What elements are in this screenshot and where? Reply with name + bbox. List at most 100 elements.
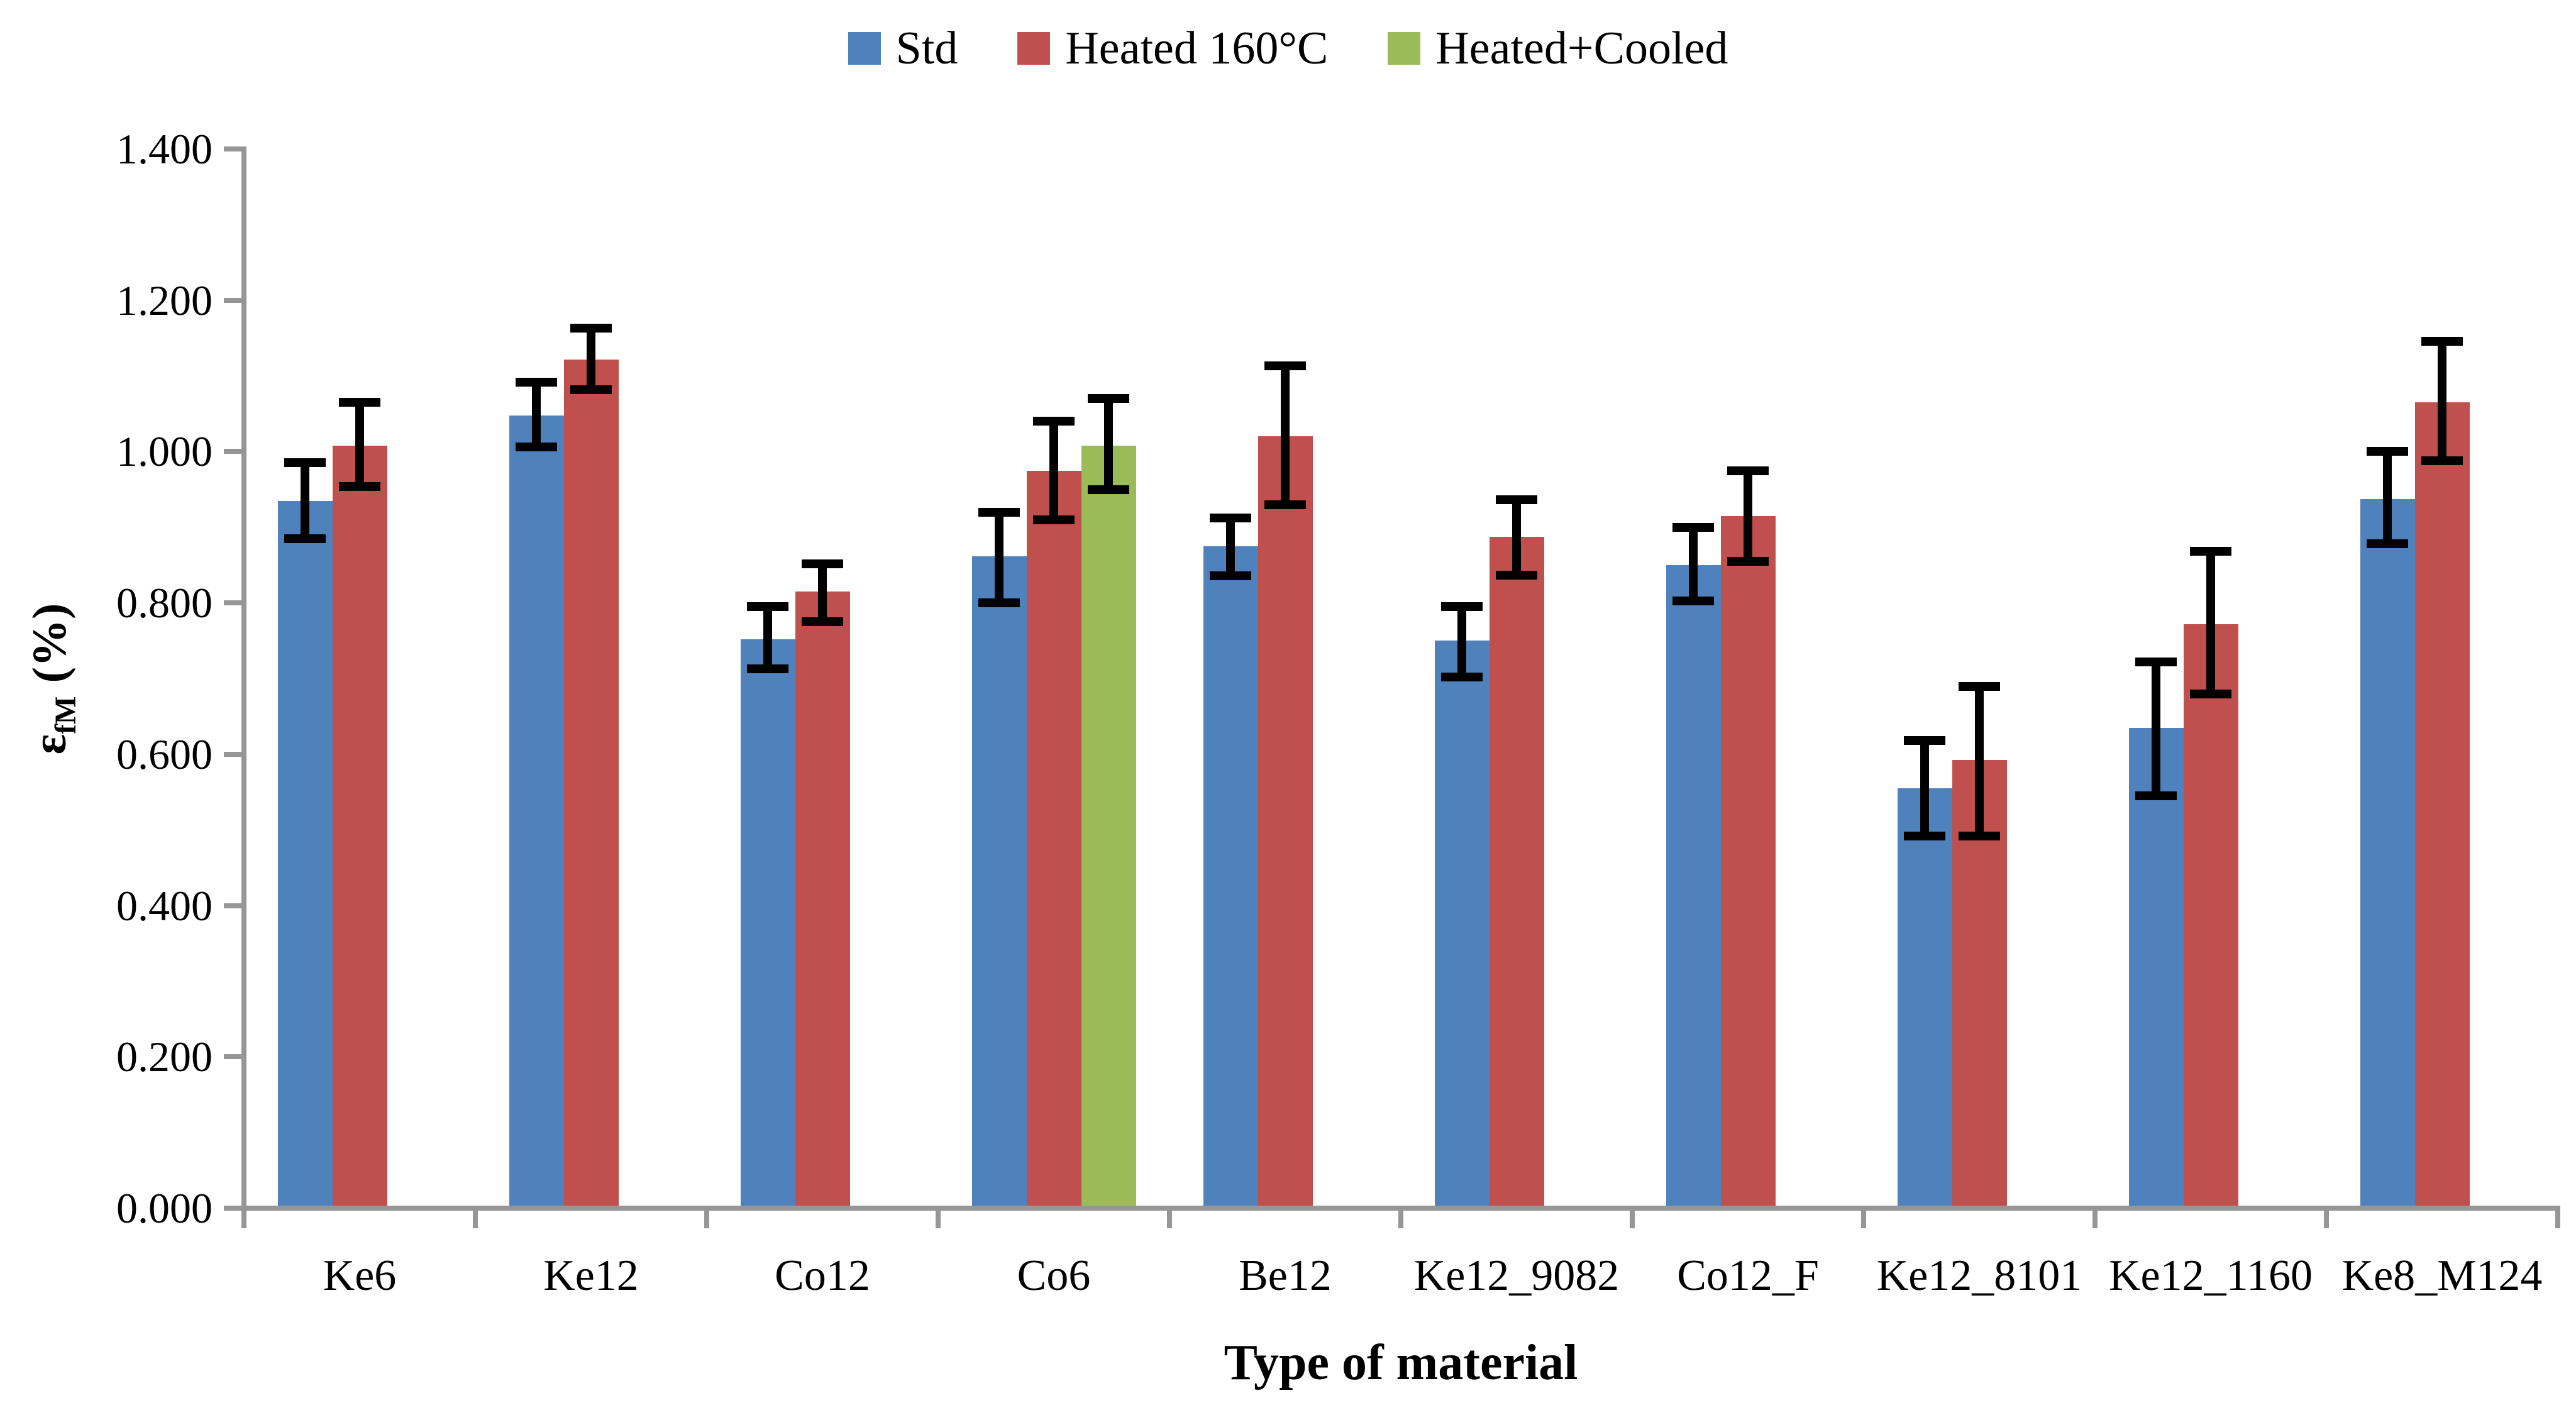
error-bar-std-be12 — [1226, 518, 1235, 576]
error-bar-std-co12 — [763, 607, 772, 669]
x-tick-label-co6: Co6 — [1017, 1252, 1091, 1300]
error-bar-heated-160-c-co12 — [818, 563, 827, 622]
x-tick-label-ke12: Ke12 — [543, 1252, 639, 1300]
y-axis-line — [241, 146, 246, 1211]
error-bar-heated-160-c-ke12-9082-cap-bottom — [1496, 570, 1537, 580]
x-tick-label-ke12-9082: Ke12_9082 — [1413, 1252, 1620, 1300]
error-bar-std-co12-f-cap-top — [1672, 522, 1714, 532]
error-bar-std-ke12-9082-cap-bottom — [1441, 673, 1483, 682]
error-bar-heated-160-c-co12-f — [1744, 470, 1752, 561]
y-tick — [224, 1054, 244, 1060]
error-bar-heated-160-c-ke8-m124-cap-top — [2421, 336, 2463, 346]
x-tick-label-ke12-8101: Ke12_8101 — [1876, 1252, 2082, 1300]
bar-std-ke8-m124 — [2360, 499, 2415, 1208]
bar-std-ke12-8101 — [1897, 788, 1952, 1208]
error-bar-std-ke12-9082-cap-top — [1441, 602, 1483, 612]
error-bar-std-ke12-1160-cap-bottom — [2135, 791, 2177, 801]
error-bar-heated-160-c-ke8-m124 — [2438, 341, 2446, 461]
bar-heated-160-c-ke6 — [332, 445, 387, 1208]
y-tick — [224, 903, 244, 908]
error-bar-heated-160-c-co6-cap-top — [1033, 417, 1075, 426]
x-tick — [1861, 1208, 1866, 1228]
bar-heated-160-c-ke12 — [563, 359, 619, 1208]
error-bar-std-ke6-cap-bottom — [284, 534, 326, 543]
x-tick — [2324, 1208, 2329, 1228]
y-tick-label-1.200: 1.200 — [116, 276, 213, 324]
y-axis-title-subscript: fM — [50, 696, 83, 734]
error-bar-heated-160-c-be12 — [1281, 366, 1290, 505]
error-bar-heated-160-c-ke6-cap-bottom — [339, 482, 380, 491]
error-bar-heated-160-c-ke12-8101 — [1975, 686, 1984, 836]
error-bar-heated-160-c-ke12-1160-cap-bottom — [2190, 689, 2231, 698]
error-bar-std-ke8-m124-cap-bottom — [2367, 539, 2408, 549]
bar-heated-160-c-co6 — [1026, 470, 1081, 1208]
error-bar-std-co6 — [995, 512, 1003, 603]
y-tick-label-0.000: 0.000 — [116, 1184, 213, 1232]
error-bar-heated-160-c-ke12-cap-top — [570, 324, 612, 333]
error-bar-heated-160-c-ke6-cap-top — [339, 398, 380, 407]
error-bar-std-co6-cap-bottom — [978, 598, 1020, 608]
y-tick-label-0.200: 0.200 — [116, 1033, 213, 1081]
bar-heated-cooled-co6 — [1081, 445, 1136, 1208]
bar-heated-160-c-ke12-9082 — [1489, 537, 1544, 1208]
x-axis-title: Type of material — [1224, 1335, 1578, 1390]
error-bar-std-ke12-1160 — [2152, 662, 2160, 796]
x-tick-label-ke8-m124: Ke8_M124 — [2341, 1252, 2543, 1300]
x-tick — [936, 1208, 941, 1228]
error-bar-heated-160-c-ke12-8101-cap-top — [1959, 681, 2000, 691]
x-tick-label-co12-f: Co12_F — [1677, 1252, 1819, 1300]
error-bar-heated-160-c-ke12-9082 — [1512, 500, 1521, 575]
bar-std-co6 — [971, 556, 1027, 1208]
y-tick — [224, 751, 244, 757]
error-bar-std-ke6 — [301, 463, 309, 539]
bar-std-ke12-9082 — [1434, 641, 1490, 1208]
error-bar-heated-160-c-ke12-cap-bottom — [570, 385, 612, 394]
x-tick — [1630, 1208, 1635, 1228]
x-tick — [473, 1208, 478, 1228]
error-bar-std-co12-f-cap-bottom — [1672, 596, 1714, 605]
error-bar-heated-160-c-co12-cap-top — [802, 559, 843, 568]
error-bar-heated-160-c-co6-cap-bottom — [1033, 515, 1075, 524]
y-tick-label-1.400: 1.400 — [116, 125, 213, 173]
error-bar-std-be12-cap-top — [1210, 514, 1251, 523]
y-tick — [224, 146, 244, 151]
x-tick-label-ke12-1160: Ke12_1160 — [2108, 1252, 2313, 1300]
error-bar-std-ke12-cap-bottom — [516, 443, 557, 452]
error-bar-heated-cooled-co6 — [1104, 399, 1113, 490]
error-bar-std-ke12-8101 — [1920, 740, 1929, 836]
legend-swatch-std — [848, 32, 881, 65]
bar-heated-160-c-ke8-m124 — [2414, 402, 2470, 1208]
error-bar-std-ke12-cap-top — [516, 377, 557, 387]
y-tick — [224, 600, 244, 606]
bar-std-ke6 — [277, 500, 333, 1208]
x-tick — [2555, 1208, 2560, 1228]
legend-label-heated-160-c: Heated 160°C — [1065, 23, 1329, 74]
error-bar-heated-cooled-co6-cap-bottom — [1088, 485, 1129, 494]
bar-heated-160-c-co12 — [795, 592, 850, 1208]
error-bar-std-co12-cap-top — [747, 602, 788, 612]
error-bar-heated-160-c-co6 — [1049, 421, 1058, 520]
error-bar-std-ke12-1160-cap-top — [2135, 658, 2177, 667]
error-bar-heated-160-c-ke12-1160 — [2206, 551, 2215, 694]
error-bar-std-ke8-m124-cap-top — [2367, 447, 2408, 456]
y-tick — [224, 449, 244, 454]
error-bar-std-ke12-8101-cap-bottom — [1904, 831, 1945, 840]
error-bar-heated-160-c-ke8-m124-cap-bottom — [2421, 456, 2463, 465]
x-tick — [241, 1208, 246, 1228]
error-bar-heated-160-c-ke12 — [587, 328, 595, 390]
legend-item-std: Std — [848, 25, 958, 72]
x-tick-label-be12: Be12 — [1239, 1252, 1332, 1300]
bar-std-be12 — [1203, 546, 1258, 1208]
y-tick — [224, 297, 244, 303]
error-bar-std-ke8-m124 — [2383, 451, 2392, 544]
legend-swatch-heated-160-c — [1017, 32, 1051, 65]
error-bar-std-co12-f — [1689, 527, 1698, 601]
error-bar-std-ke12-8101-cap-top — [1904, 736, 1945, 746]
legend-swatch-heated-cooled — [1388, 32, 1421, 65]
bar-heated-160-c-be12 — [1258, 436, 1313, 1208]
y-tick-label-0.400: 0.400 — [116, 881, 213, 930]
legend-label-std: Std — [895, 23, 958, 74]
error-bar-heated-160-c-ke12-1160-cap-top — [2190, 547, 2231, 556]
error-bar-heated-160-c-co12-cap-bottom — [802, 617, 843, 627]
x-tick — [1167, 1208, 1172, 1228]
